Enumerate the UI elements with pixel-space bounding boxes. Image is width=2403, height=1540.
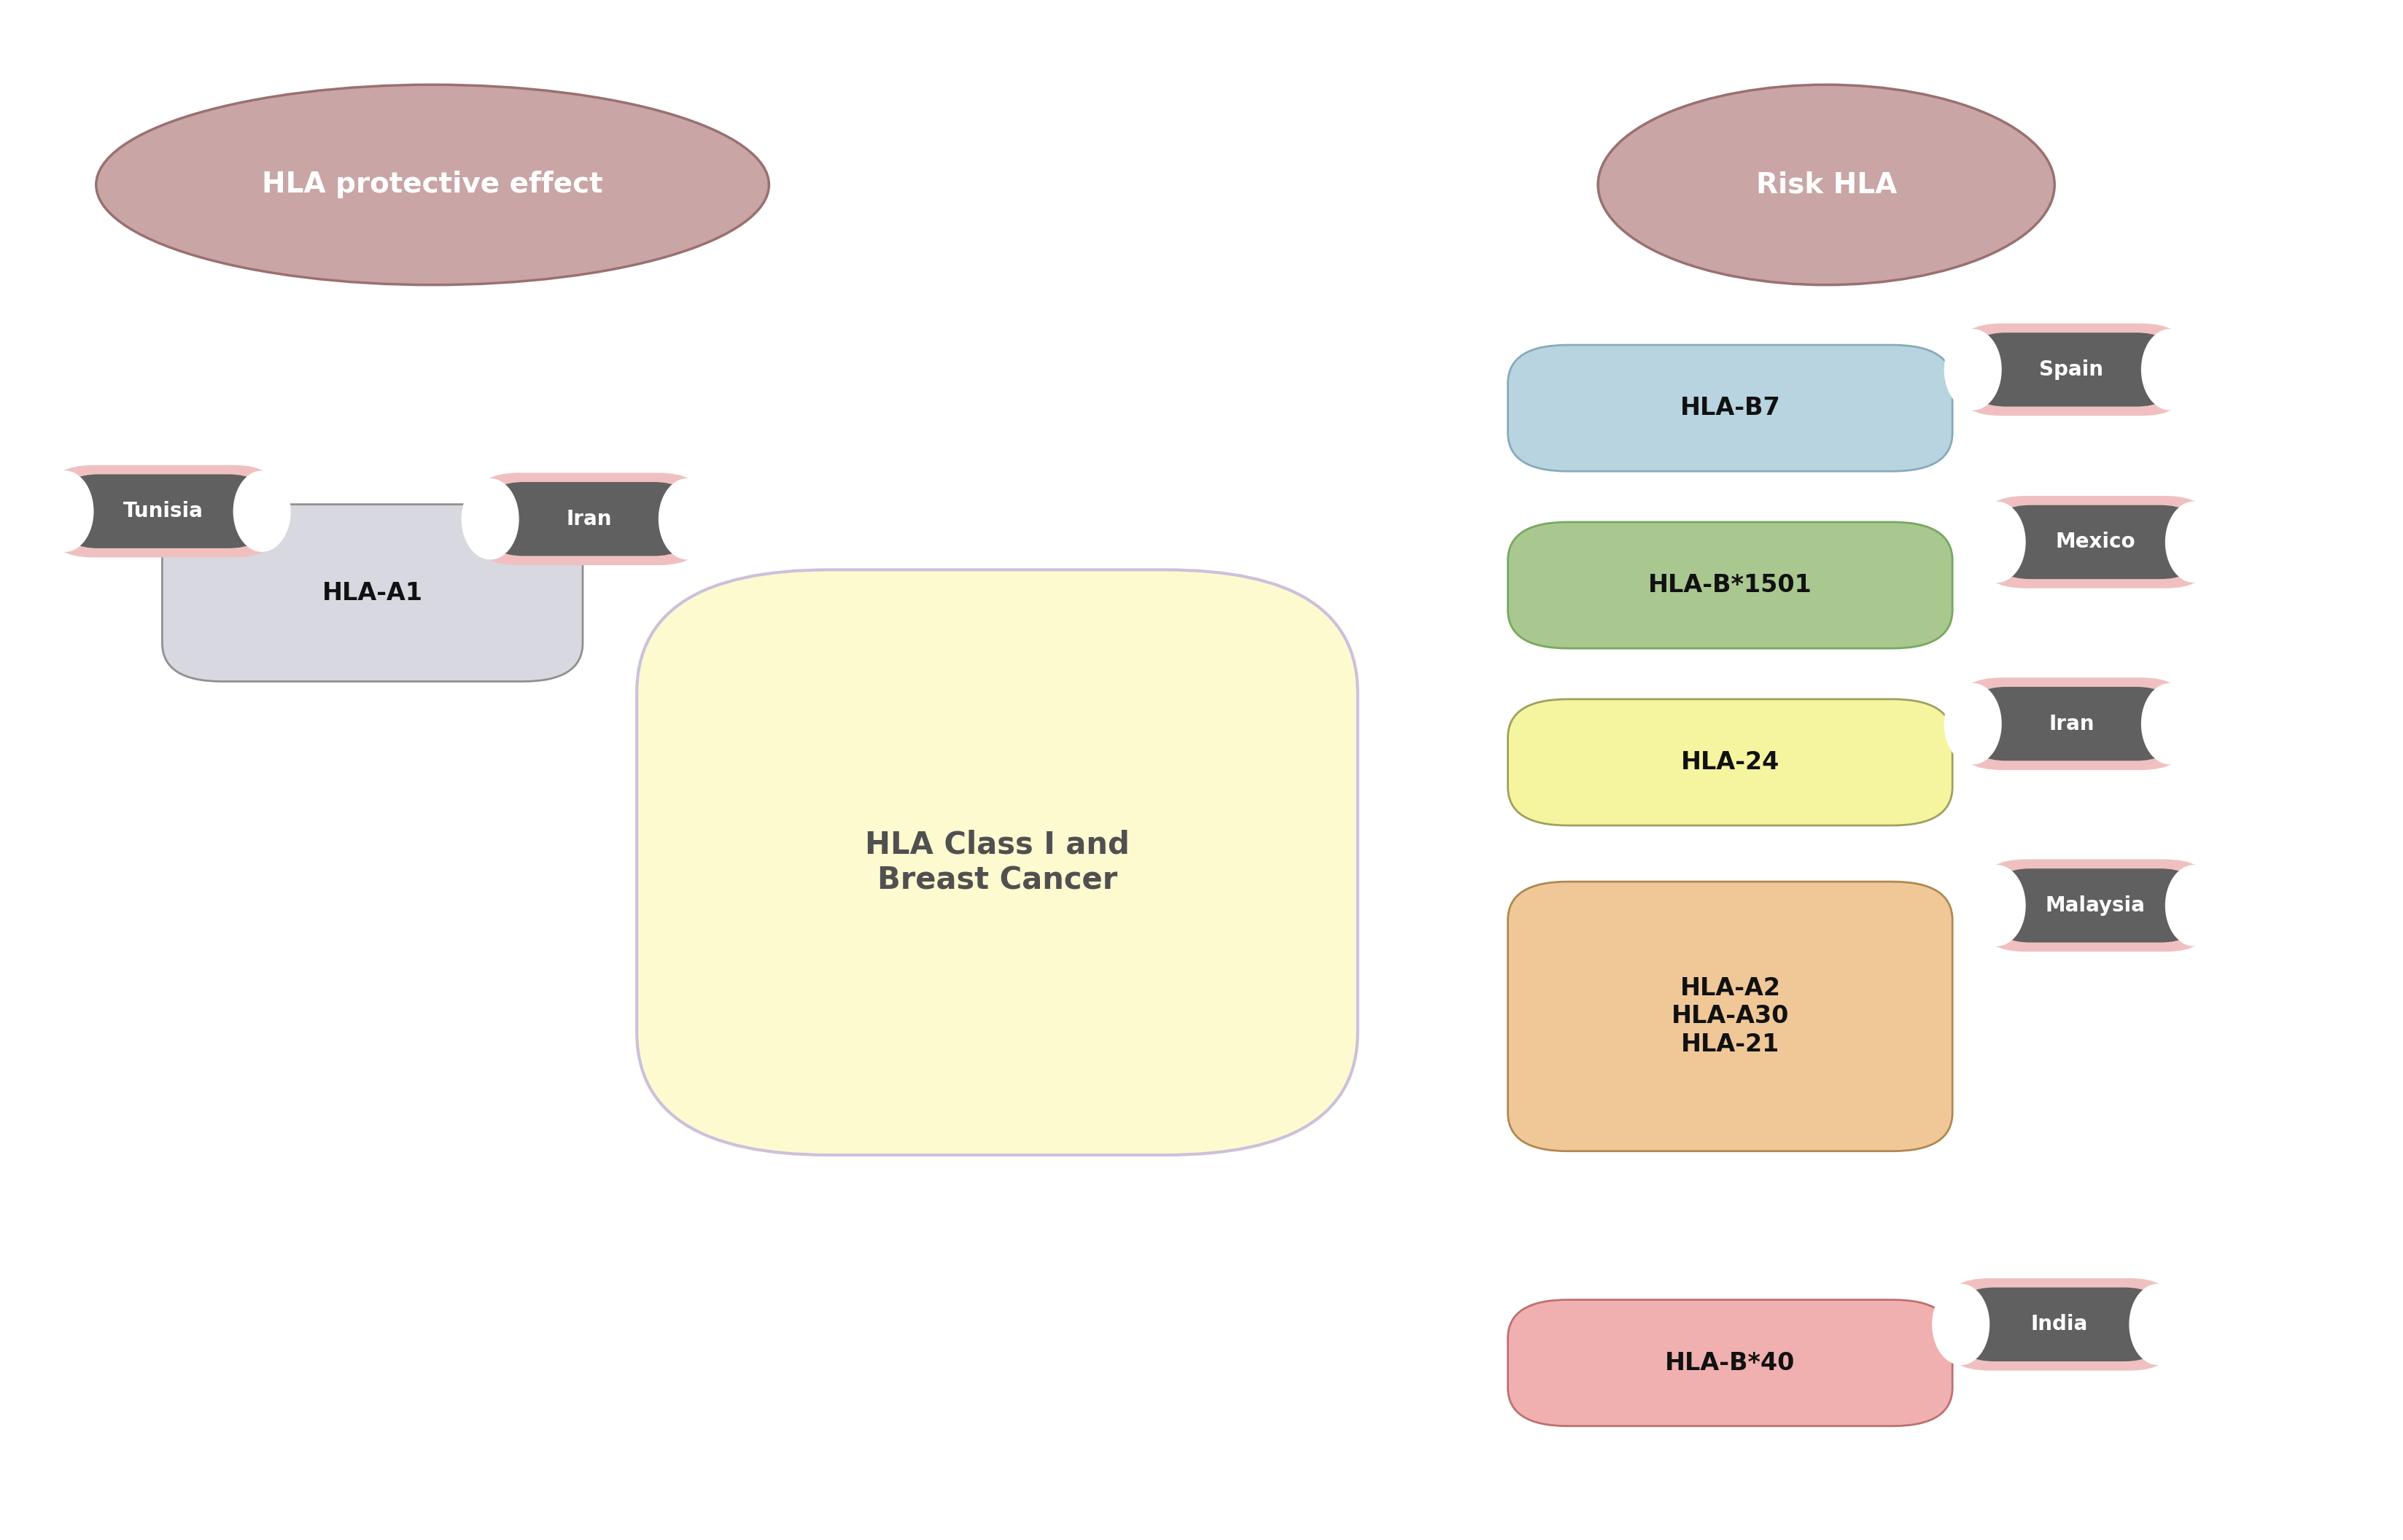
Text: HLA-24: HLA-24 <box>1680 750 1781 775</box>
Ellipse shape <box>233 471 291 551</box>
FancyBboxPatch shape <box>1982 496 2208 588</box>
Text: HLA Class I and
Breast Cancer: HLA Class I and Breast Cancer <box>865 830 1129 895</box>
Ellipse shape <box>2141 330 2199 410</box>
FancyBboxPatch shape <box>1973 687 2170 761</box>
Text: HLA-A1: HLA-A1 <box>322 581 423 605</box>
Ellipse shape <box>1598 85 2055 285</box>
Text: Risk HLA: Risk HLA <box>1757 171 1896 199</box>
Ellipse shape <box>1932 1284 1990 1364</box>
Text: Iran: Iran <box>567 508 610 530</box>
FancyBboxPatch shape <box>1509 881 1951 1150</box>
Ellipse shape <box>2129 1284 2187 1364</box>
Text: HLA protective effect: HLA protective effect <box>262 171 603 199</box>
Ellipse shape <box>36 471 94 551</box>
FancyBboxPatch shape <box>1961 1287 2158 1361</box>
FancyBboxPatch shape <box>1509 1300 1951 1426</box>
Ellipse shape <box>2165 865 2223 946</box>
Text: Mexico: Mexico <box>2055 531 2136 553</box>
Ellipse shape <box>658 479 716 559</box>
Text: India: India <box>2031 1314 2088 1335</box>
Ellipse shape <box>1968 865 2026 946</box>
Ellipse shape <box>2141 684 2199 764</box>
FancyBboxPatch shape <box>1997 869 2194 942</box>
Ellipse shape <box>96 85 769 285</box>
Text: Spain: Spain <box>2040 359 2103 380</box>
Ellipse shape <box>461 479 519 559</box>
Text: Tunisia: Tunisia <box>123 500 204 522</box>
FancyBboxPatch shape <box>1973 333 2170 407</box>
FancyBboxPatch shape <box>65 474 262 548</box>
FancyBboxPatch shape <box>490 482 687 556</box>
FancyBboxPatch shape <box>1946 1278 2172 1371</box>
FancyBboxPatch shape <box>1509 522 1951 648</box>
Text: HLA-B*40: HLA-B*40 <box>1665 1351 1795 1375</box>
FancyBboxPatch shape <box>1509 699 1951 825</box>
Ellipse shape <box>2165 502 2223 582</box>
FancyBboxPatch shape <box>1982 859 2208 952</box>
Ellipse shape <box>1944 330 2002 410</box>
FancyBboxPatch shape <box>476 473 702 565</box>
FancyBboxPatch shape <box>1958 678 2184 770</box>
FancyBboxPatch shape <box>1958 323 2184 416</box>
Text: HLA-B*1501: HLA-B*1501 <box>1648 573 1812 598</box>
FancyBboxPatch shape <box>50 465 276 557</box>
Text: HLA-B7: HLA-B7 <box>1680 396 1781 420</box>
Ellipse shape <box>1944 684 2002 764</box>
Text: HLA-A2
HLA-A30
HLA-21: HLA-A2 HLA-A30 HLA-21 <box>1672 976 1788 1056</box>
FancyBboxPatch shape <box>637 570 1358 1155</box>
FancyBboxPatch shape <box>1997 505 2194 579</box>
Text: Iran: Iran <box>2050 713 2093 735</box>
Ellipse shape <box>1968 502 2026 582</box>
Text: Malaysia: Malaysia <box>2045 895 2146 916</box>
FancyBboxPatch shape <box>163 505 582 681</box>
FancyBboxPatch shape <box>1509 345 1951 471</box>
